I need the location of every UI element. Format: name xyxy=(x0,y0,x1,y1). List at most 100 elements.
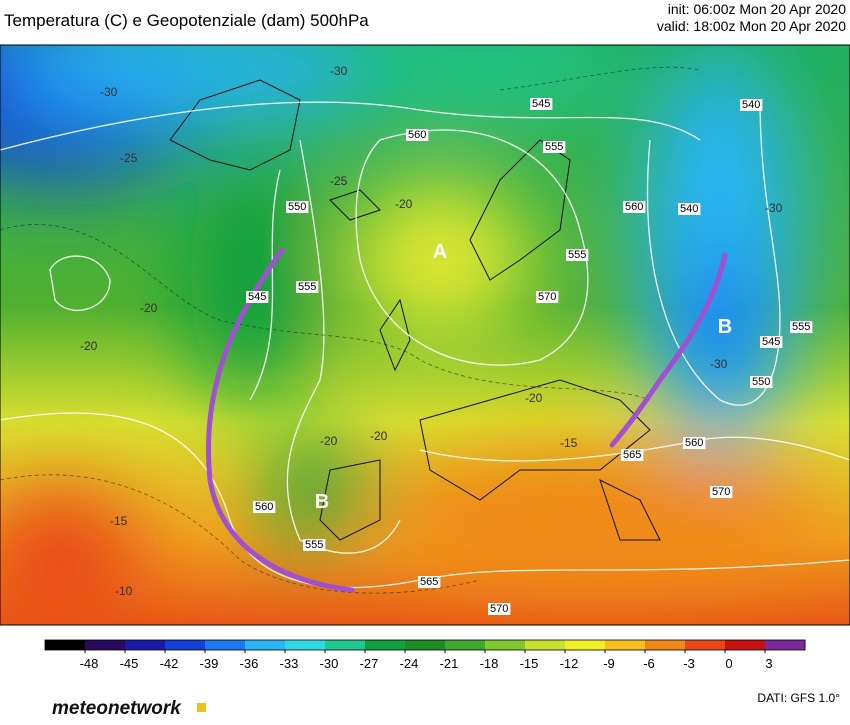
height-label: 555 xyxy=(568,249,586,261)
colorbar-cell xyxy=(405,640,446,650)
label-box xyxy=(760,336,783,348)
temperature-label: -30 xyxy=(765,201,783,215)
valid-time: valid: 18:00z Mon 20 Apr 2020 xyxy=(657,18,846,34)
colorbar-cell xyxy=(325,640,366,650)
label-box xyxy=(530,98,553,110)
label-box xyxy=(750,376,773,388)
label-box xyxy=(418,576,441,588)
height-label: 545 xyxy=(762,336,780,348)
colorbar-tick-label: -12 xyxy=(560,656,579,671)
height-label: 555 xyxy=(305,539,323,551)
colorbar: -48 -45 -42 -39 -36 -33 -30 -27 -24 -21 -18 -15 -12-… xyxy=(44,639,806,671)
colorbar-cell xyxy=(725,640,766,650)
label-box xyxy=(303,539,326,551)
height-label: 555 xyxy=(298,281,316,293)
label-box xyxy=(246,291,269,303)
colorbar-cell xyxy=(485,640,526,650)
colorbar-tick-label: -9 xyxy=(603,656,615,671)
colorbar-cell xyxy=(365,640,406,650)
colorbar-cell xyxy=(765,640,806,650)
colorbar-cell xyxy=(445,640,486,650)
colorbar-cell xyxy=(685,640,726,650)
init-time: init: 06:00z Mon 20 Apr 2020 xyxy=(668,1,846,17)
high-center: A xyxy=(433,241,447,263)
height-label: 560 xyxy=(685,437,703,449)
colorbar-tick-label: -30 xyxy=(320,656,339,671)
colorbar-tick-label: -48 xyxy=(80,656,99,671)
colorbar-cell xyxy=(125,640,166,650)
label-box xyxy=(488,603,511,615)
temperature-label: -10 xyxy=(115,584,133,598)
label-box xyxy=(623,201,646,213)
colorbar-tick-label: -39 xyxy=(200,656,219,671)
temperature-label: -20 xyxy=(80,339,98,353)
data-source: DATI: GFS 1.0° xyxy=(757,691,840,705)
height-label: 555 xyxy=(545,141,563,153)
title: Temperatura (C) e Geopotenziale (dam) 50… xyxy=(4,11,369,30)
temperature-label: -25 xyxy=(330,174,348,188)
height-label: 565 xyxy=(420,576,438,588)
colorbar-tick-label: -33 xyxy=(280,656,299,671)
height-label: 560 xyxy=(255,501,273,513)
colorbar-frame xyxy=(44,639,806,651)
colorbar-cell xyxy=(285,640,326,650)
colorbar-cell xyxy=(165,640,206,650)
map-frame xyxy=(0,44,850,626)
label-box xyxy=(253,501,276,513)
colorbar-tick-label: -24 xyxy=(400,656,419,671)
label-box xyxy=(566,249,589,261)
colorbar-tick-label: -3 xyxy=(683,656,695,671)
temperature-label: -15 xyxy=(110,514,128,528)
height-label: 550 xyxy=(288,201,306,213)
temperature-label: -20 xyxy=(395,197,413,211)
label-box xyxy=(296,281,319,293)
height-label: 555 xyxy=(792,321,810,333)
height-label: 570 xyxy=(712,486,730,498)
temperature-label: -30 xyxy=(100,85,118,99)
height-label: 570 xyxy=(490,603,508,615)
colorbar-tick-label: -18 xyxy=(480,656,499,671)
colorbar-tick-label: -45 xyxy=(120,656,139,671)
label-box xyxy=(543,141,566,153)
colorbar-cell xyxy=(565,640,606,650)
label-box xyxy=(710,486,733,498)
height-label: 570 xyxy=(538,291,556,303)
label-box xyxy=(286,201,309,213)
height-label: 545 xyxy=(248,291,266,303)
label-box xyxy=(790,321,813,333)
label-box xyxy=(740,99,763,111)
label-box xyxy=(683,437,706,449)
colorbar-tick-label: 3 xyxy=(765,656,772,671)
colorbar-tick-label: -15 xyxy=(520,656,539,671)
colorbar-tick-label: -6 xyxy=(643,656,655,671)
height-label: 540 xyxy=(742,99,760,111)
colorbar-cell xyxy=(85,640,126,650)
colorbar-cell xyxy=(525,640,566,650)
low-center: B xyxy=(315,491,329,513)
height-label: 545 xyxy=(532,98,550,110)
colorbar-tick-label: 0 xyxy=(725,656,732,671)
colorbar-cell xyxy=(605,640,646,650)
colorbar-tick-label: -21 xyxy=(440,656,459,671)
colorbar-tick-label: -42 xyxy=(160,656,179,671)
logo: meteonetwork xyxy=(52,698,182,719)
map: A B B 545 560 550 555 545 555 570 560 55… xyxy=(0,45,850,625)
label-box xyxy=(406,129,429,141)
logo-mark xyxy=(197,703,206,712)
colorbar-tick-label: -36 xyxy=(240,656,259,671)
temperature-label: -20 xyxy=(320,434,338,448)
label-box xyxy=(621,449,644,461)
colorbar-cell xyxy=(45,640,86,650)
temperature-label: -30 xyxy=(710,357,728,371)
colorbar-cell xyxy=(645,640,686,650)
height-label: 560 xyxy=(408,129,426,141)
temperature-label: -25 xyxy=(120,151,138,165)
temperature-label: -20 xyxy=(525,391,543,405)
height-label: 560 xyxy=(625,201,643,213)
temperature-label: -15 xyxy=(560,436,578,450)
colorbar-cell xyxy=(245,640,286,650)
temperature-label: -30 xyxy=(330,64,348,78)
colorbar-cell xyxy=(205,640,246,650)
